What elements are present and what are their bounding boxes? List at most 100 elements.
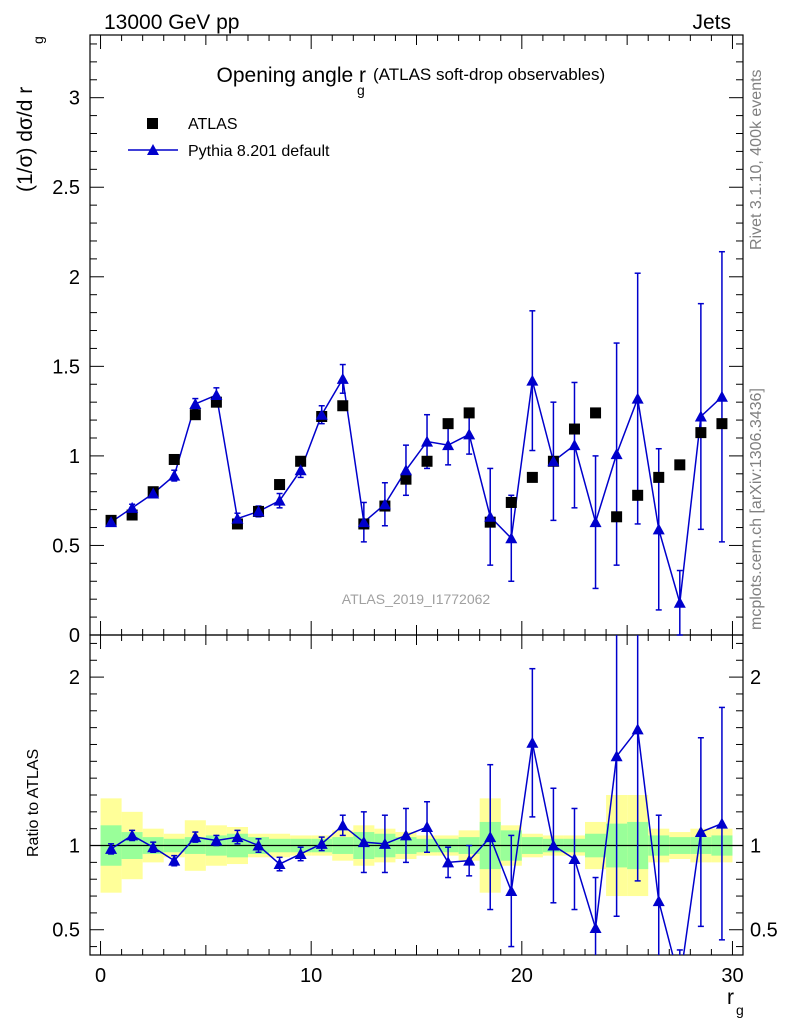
mc-data-point bbox=[252, 505, 265, 517]
atlas-data-point bbox=[210, 396, 222, 408]
atlas-data-point bbox=[295, 455, 307, 467]
ratio-data-point bbox=[357, 836, 370, 848]
atlas-data-point bbox=[674, 459, 686, 471]
ratio-data-point bbox=[652, 895, 665, 907]
mc-data-point bbox=[547, 455, 560, 467]
y-tick-label: 0 bbox=[69, 625, 80, 647]
atlas-data-point bbox=[716, 418, 728, 430]
atlas-data-point bbox=[463, 407, 475, 419]
mc-data-point bbox=[378, 498, 391, 510]
atlas-data-point bbox=[484, 516, 496, 528]
atlas-data-point bbox=[400, 473, 412, 485]
x-axis-label: r bbox=[727, 986, 734, 1009]
legend-mc-label: Pythia 8.201 default bbox=[188, 143, 330, 160]
mc-data-point bbox=[589, 516, 602, 528]
x-axis-label-subscript: g bbox=[736, 1002, 744, 1018]
ratio-data-point bbox=[378, 837, 391, 849]
y-tick-label: 2 bbox=[69, 267, 80, 289]
ratio-data-point bbox=[694, 826, 707, 838]
y-tick-label: 1.5 bbox=[52, 356, 80, 378]
mc-data-point bbox=[463, 428, 476, 440]
mc-data-point bbox=[631, 392, 644, 404]
y-tick-label: 2.5 bbox=[52, 177, 80, 199]
analysis-id: ATLAS_2019_I1772062 bbox=[342, 591, 491, 607]
ratio-data-point bbox=[189, 831, 202, 843]
x-tick-label: 10 bbox=[300, 965, 322, 987]
ratio-tick-label: 2 bbox=[750, 667, 761, 689]
ratio-data-point bbox=[252, 839, 265, 851]
atlas-data-point bbox=[695, 427, 707, 439]
mc-data-point bbox=[652, 523, 665, 535]
ratio-tick-label: 0.5 bbox=[750, 920, 778, 942]
y-tick-label: 3 bbox=[69, 88, 80, 110]
mcplots-label: mcplots.cern.ch [arXiv:1306.3436] bbox=[748, 388, 765, 630]
mc-data-point bbox=[421, 435, 434, 447]
legend-data-marker bbox=[147, 118, 158, 129]
ratio-data-point bbox=[210, 834, 223, 846]
mc-data-point bbox=[442, 439, 455, 451]
mc-data-point bbox=[336, 372, 349, 384]
atlas-data-point bbox=[653, 471, 665, 483]
legend: ATLAS Pythia 8.201 default bbox=[128, 116, 330, 160]
ratio-tick-label: 1 bbox=[69, 836, 80, 858]
ratio-data-point bbox=[105, 842, 118, 854]
atlas-data-point bbox=[337, 400, 349, 412]
atlas-data-point bbox=[189, 409, 201, 421]
ratio-data-point bbox=[484, 831, 497, 843]
ratio-data-point bbox=[589, 922, 602, 934]
ratio-data-point bbox=[273, 858, 286, 870]
mc-data-point bbox=[357, 516, 370, 528]
mc-data-point bbox=[673, 596, 686, 608]
atlas-data-point bbox=[526, 471, 538, 483]
header-left: 13000 GeV pp bbox=[104, 11, 239, 34]
ratio-axis-label: Ratio to ATLAS bbox=[25, 749, 42, 857]
mc-data-point bbox=[294, 464, 307, 476]
ratio-data-point bbox=[505, 885, 518, 896]
y-tick-label: 0.5 bbox=[52, 535, 80, 557]
atlas-data-point bbox=[505, 496, 517, 508]
chart-title: Opening angle r bbox=[217, 64, 366, 87]
chart-title-subscript: g bbox=[357, 82, 365, 98]
ratio-data-point bbox=[715, 817, 728, 829]
mc-data-point bbox=[168, 469, 181, 481]
rivet-label: Rivet 3.1.10, 400k events bbox=[748, 69, 765, 250]
chart-marks bbox=[105, 250, 728, 955]
ratio-data-point bbox=[526, 736, 539, 748]
ratio-data-point bbox=[126, 829, 139, 841]
mc-data-point bbox=[484, 510, 497, 522]
y-axis-label: (1/σ) dσ/d r bbox=[14, 87, 37, 192]
x-tick-label: 20 bbox=[511, 965, 533, 987]
mc-data-point bbox=[147, 487, 160, 499]
mc-data-point bbox=[231, 512, 244, 524]
ratio-data-point bbox=[463, 854, 476, 866]
mc-data-point bbox=[189, 397, 202, 409]
atlas-data-point bbox=[632, 489, 644, 501]
x-tick-label: 30 bbox=[721, 965, 743, 987]
ratio-data-point bbox=[631, 723, 644, 735]
atlas-data-point bbox=[568, 423, 580, 435]
y-tick-label: 1 bbox=[69, 446, 80, 468]
atlas-data-point bbox=[126, 509, 138, 521]
mc-data-point bbox=[694, 410, 707, 422]
atlas-data-point bbox=[590, 407, 602, 419]
mc-data-point bbox=[273, 494, 286, 506]
ratio-data-point bbox=[547, 839, 560, 851]
axes: 0 10 20 30 0 0.5 1 1.5 2 2.5 3 0.5 0.5 1 1 2 2 bbox=[52, 34, 778, 987]
ratio-data-point bbox=[231, 831, 244, 843]
chart-title-suffix: (ATLAS soft-drop observables) bbox=[373, 65, 605, 84]
ratio-tick-label: 1 bbox=[750, 836, 761, 858]
mc-series-line bbox=[110, 376, 723, 603]
mc-data-point bbox=[715, 390, 728, 402]
ratio-tick-label: 0.5 bbox=[52, 920, 80, 942]
ratio-data-point bbox=[336, 819, 349, 831]
atlas-data-point bbox=[274, 479, 286, 491]
y-axis-label-subscript: g bbox=[30, 36, 46, 44]
ratio-data-point bbox=[399, 829, 412, 841]
ratio-data-point bbox=[421, 821, 434, 832]
mc-data-point bbox=[210, 389, 223, 400]
atlas-data-point bbox=[421, 455, 433, 467]
mc-data-point bbox=[126, 501, 139, 513]
atlas-data-point bbox=[611, 511, 623, 523]
legend-data-label: ATLAS bbox=[188, 116, 238, 133]
